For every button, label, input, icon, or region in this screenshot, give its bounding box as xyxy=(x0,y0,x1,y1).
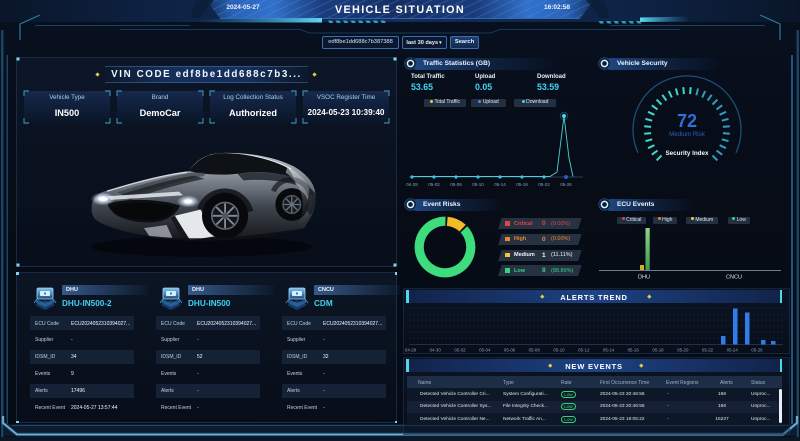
svg-text:04-30: 04-30 xyxy=(430,348,442,353)
svg-text:05-02: 05-02 xyxy=(428,182,440,187)
svg-text:05-10: 05-10 xyxy=(553,348,565,353)
svg-text:04-28: 04-28 xyxy=(406,182,418,187)
svg-text:05-20: 05-20 xyxy=(677,348,689,353)
svg-text:05-26: 05-26 xyxy=(751,348,763,353)
svg-text:CNCU: CNCU xyxy=(726,275,742,281)
svg-text:05-24: 05-24 xyxy=(727,348,739,353)
svg-text:05-10: 05-10 xyxy=(472,182,484,187)
svg-text:05-22: 05-22 xyxy=(538,182,550,187)
svg-text:DHU: DHU xyxy=(638,275,650,281)
svg-text:05-16: 05-16 xyxy=(628,348,640,353)
svg-text:05-14: 05-14 xyxy=(603,348,615,353)
svg-text:05-18: 05-18 xyxy=(516,182,528,187)
svg-text:05-18: 05-18 xyxy=(652,348,664,353)
svg-text:05-08: 05-08 xyxy=(529,348,541,353)
svg-text:05-14: 05-14 xyxy=(494,182,506,187)
svg-text:05-06: 05-06 xyxy=(450,182,462,187)
svg-text:04-28: 04-28 xyxy=(405,348,417,353)
svg-text:05-12: 05-12 xyxy=(578,348,590,353)
svg-text:05-02: 05-02 xyxy=(454,348,466,353)
svg-text:05-06: 05-06 xyxy=(504,348,516,353)
svg-text:05-22: 05-22 xyxy=(702,348,714,353)
svg-text:05-04: 05-04 xyxy=(479,348,491,353)
svg-text:05-26: 05-26 xyxy=(560,182,572,187)
